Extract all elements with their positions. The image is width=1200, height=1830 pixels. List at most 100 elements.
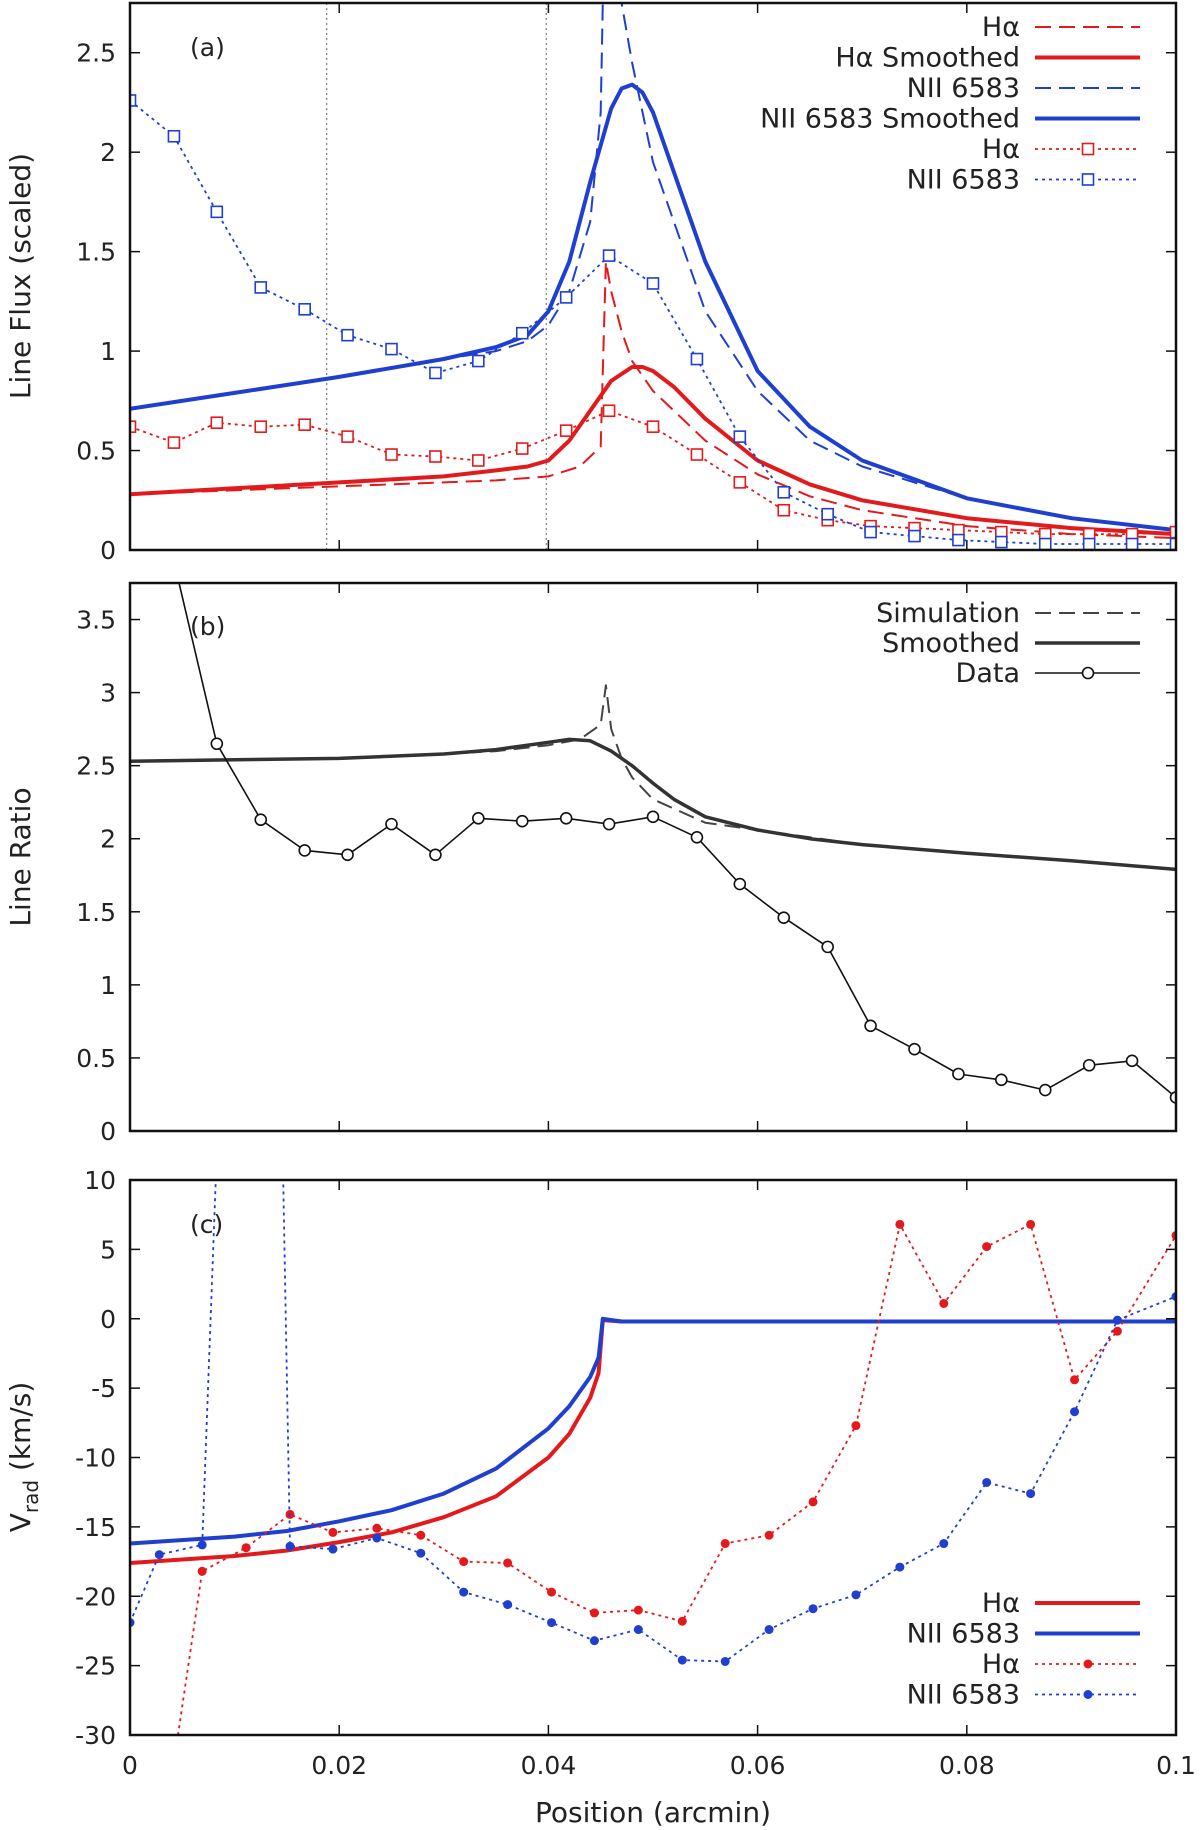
x-tick-label: 0 (122, 1751, 138, 1780)
y-tick-label: 1 (100, 337, 116, 366)
data-point (939, 1298, 949, 1308)
legend-marker (1081, 173, 1095, 186)
panel-c-y-axis-label-suffix: (km/s) (4, 1382, 37, 1480)
x-tick-label: 0.02 (311, 1751, 367, 1780)
data-point (241, 1543, 251, 1553)
data-point (1082, 537, 1096, 550)
data-point (777, 486, 791, 499)
legend-label: Simulation (876, 598, 1020, 629)
data-point (982, 1242, 992, 1252)
series-line (130, 260, 1176, 540)
data-point (328, 1527, 338, 1537)
data-point (952, 533, 965, 547)
legend-label: Hα (982, 1588, 1020, 1619)
data-point (720, 1539, 730, 1549)
data-point (547, 1618, 557, 1628)
panel-a-y-axis-label: Line Flux (scaled) (4, 153, 37, 399)
panel-b-frame (128, 581, 1178, 1133)
data-point (589, 1608, 599, 1618)
data-point (602, 404, 616, 418)
data-point (646, 420, 660, 433)
data-point (429, 450, 442, 463)
data-point (908, 529, 921, 543)
data-point (690, 830, 704, 844)
data-point (1125, 1054, 1139, 1068)
data-point (285, 1541, 295, 1551)
data-point (559, 424, 573, 437)
data-point (677, 1616, 687, 1626)
data-point (130, 94, 137, 107)
data-point (633, 1605, 643, 1615)
data-point (416, 1530, 426, 1540)
legend-marker (1083, 1690, 1093, 1699)
data-point (764, 1530, 774, 1540)
legend-label: Hα (982, 1649, 1020, 1680)
series-line (178, 583, 1176, 1099)
data-point (1026, 1219, 1036, 1229)
data-point (298, 418, 311, 431)
x-tick-label: 0.08 (939, 1751, 995, 1780)
legend-label: Hα (982, 12, 1020, 43)
data-point (821, 507, 834, 521)
data-point (341, 430, 354, 443)
series-line (130, 684, 1176, 871)
x-tick-label: 0.04 (521, 1751, 577, 1780)
legend-marker (1081, 666, 1095, 680)
data-point (1038, 537, 1052, 550)
data-point (995, 1073, 1008, 1087)
data-point (646, 277, 660, 290)
data-point (429, 366, 442, 380)
data-point (1169, 525, 1176, 539)
legend-label: Data (956, 658, 1020, 689)
data-point (1070, 1375, 1080, 1385)
data-point (559, 291, 573, 304)
data-point (341, 328, 354, 342)
data-point (851, 1590, 861, 1600)
data-point (459, 1557, 469, 1567)
panel-c-frame (128, 1178, 1178, 1737)
y-tick-label: 1.5 (76, 238, 116, 267)
legend-label: NII 6583 Smoothed (760, 104, 1020, 135)
panel-c: -30 -25 -20 -15 -10 -5 0 5 10 (c) Vrad (km/s) Hα… (4, 1166, 1178, 1750)
series-line (130, 1316, 1176, 1546)
y-tick-label: 5 (100, 1235, 116, 1264)
data-point (547, 1587, 557, 1597)
legend-label: NII 6583 (907, 1680, 1020, 1711)
data-point (690, 352, 704, 366)
data-point (777, 503, 791, 517)
y-tick-label: 3.5 (76, 606, 116, 635)
series-line (130, 3, 1176, 532)
data-point (130, 420, 137, 433)
data-point (559, 811, 573, 825)
y-tick-label: 0 (100, 1305, 116, 1334)
data-point (1112, 1315, 1122, 1325)
data-point (385, 342, 398, 356)
data-point (416, 1548, 426, 1558)
data-point (733, 877, 747, 891)
panel-a-frame (128, 1, 1178, 552)
data-point (1125, 537, 1139, 550)
data-point (372, 1523, 382, 1533)
data-point (677, 1655, 687, 1665)
data-point (808, 1497, 818, 1507)
y-tick-label: 0 (100, 536, 116, 565)
series-line (130, 1180, 1176, 1663)
y-tick-label: 2 (100, 138, 116, 167)
data-point (503, 1600, 513, 1610)
data-point (864, 525, 877, 539)
data-point (154, 1550, 164, 1560)
y-tick-label: 0 (100, 1117, 116, 1146)
series-line (130, 1318, 1176, 1565)
data-point (503, 1558, 513, 1568)
data-point (777, 911, 791, 924)
data-point (167, 129, 181, 143)
data-point (459, 1587, 469, 1597)
panel-c-y-axis-label-main: V (4, 1513, 37, 1532)
data-point (372, 1533, 382, 1543)
data-point (254, 420, 268, 433)
data-point (1169, 1091, 1176, 1104)
y-tick-label: -15 (75, 1513, 116, 1542)
x-axis-label: Position (arcmin) (535, 1796, 771, 1829)
y-tick-label: -30 (75, 1721, 116, 1750)
